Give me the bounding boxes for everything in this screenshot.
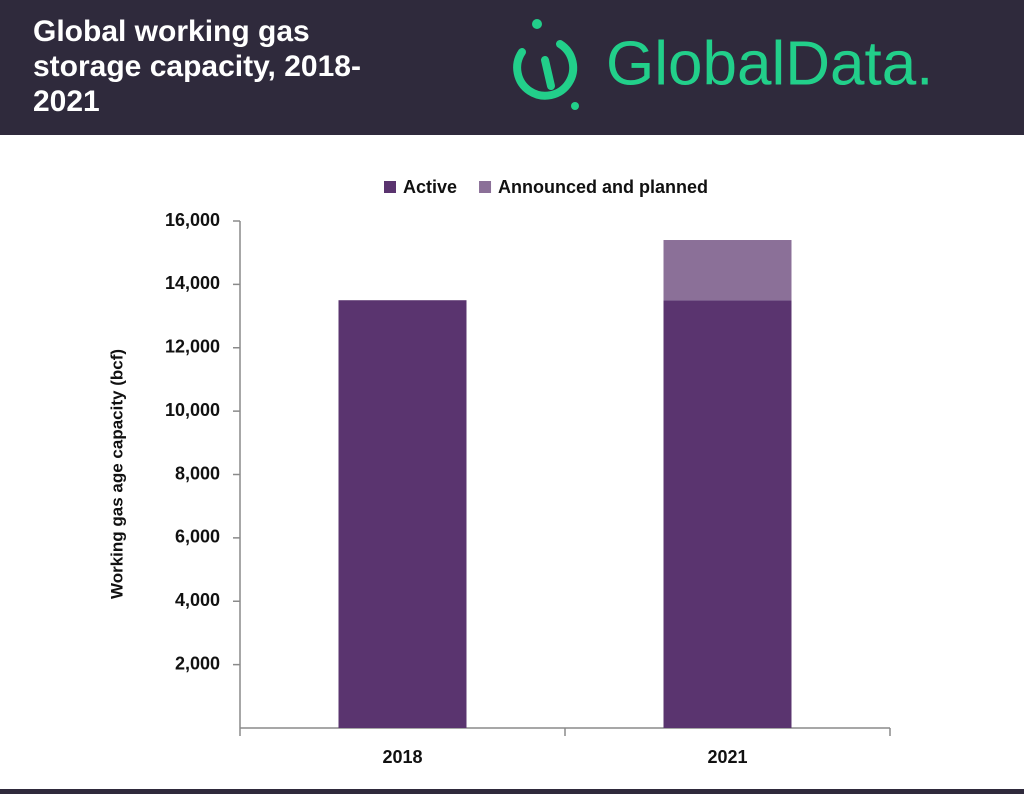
legend-label: Announced and planned [498, 177, 708, 197]
x-tick-label: 2018 [382, 747, 422, 767]
y-tick-label: 14,000 [165, 273, 220, 293]
y-tick-label: 8,000 [175, 463, 220, 483]
bottom-border [0, 789, 1024, 794]
y-axis-label: Working gas age capacity (bcf) [107, 349, 126, 599]
legend-label: Active [403, 177, 457, 197]
y-tick-label: 10,000 [165, 400, 220, 420]
y-tick-label: 6,000 [175, 527, 220, 547]
y-tick-label: 4,000 [175, 590, 220, 610]
header-band: Global working gas storage capacity, 201… [0, 0, 1024, 135]
bar-segment [338, 300, 467, 728]
logo: GlobalData. [513, 19, 933, 110]
logo-text: GlobalData. [606, 29, 933, 98]
logo-icon [513, 40, 578, 100]
x-tick-label: 2021 [707, 747, 747, 767]
logo-icon [541, 56, 555, 90]
logo-icon [532, 19, 542, 29]
bar-segment [663, 300, 792, 728]
legend-swatch [479, 181, 492, 193]
chart-title: Global working gas storage capacity, 201… [33, 15, 361, 118]
y-tick-label: 16,000 [165, 210, 220, 230]
bar-segment [663, 240, 792, 301]
logo-icon [571, 102, 579, 110]
legend-swatch [384, 181, 396, 193]
y-tick-label: 12,000 [165, 337, 220, 357]
y-tick-label: 2,000 [175, 653, 220, 673]
